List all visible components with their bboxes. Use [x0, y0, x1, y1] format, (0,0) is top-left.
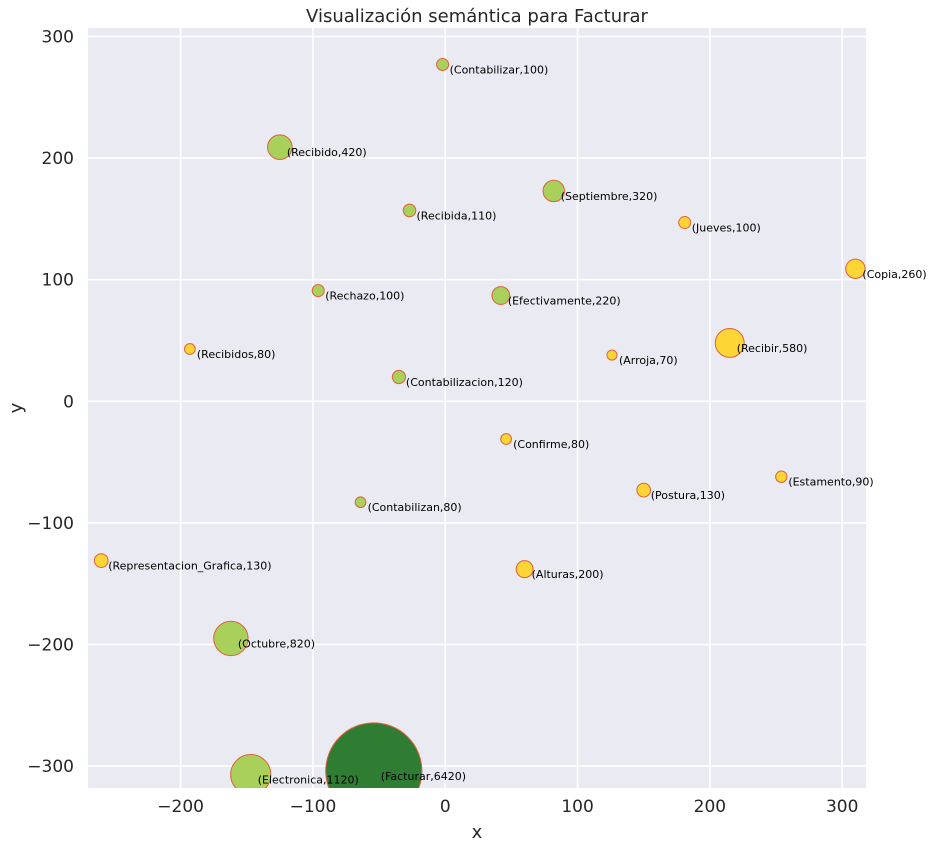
chart-title: Visualización semántica para Facturar: [306, 6, 649, 27]
data-point: [436, 57, 450, 71]
data-label: (Octubre,820): [238, 637, 315, 650]
data-point: [775, 470, 788, 483]
data-label: (Efectivamente,220): [508, 295, 621, 308]
y-tick-label: −200: [27, 636, 74, 656]
y-tick-label: 200: [42, 149, 74, 169]
y-tick-label: −100: [27, 514, 74, 534]
data-label: (Copia,260): [862, 268, 926, 281]
data-point: [213, 620, 249, 657]
data-point: [402, 203, 417, 218]
data-point: [354, 496, 367, 509]
x-tick-label: 300: [826, 797, 858, 817]
x-tick-label: 100: [561, 797, 593, 817]
data-label: (Recibir,580): [737, 342, 808, 355]
data-label: (Electronica,1120): [258, 774, 359, 787]
x-tick-label: 200: [694, 797, 726, 817]
data-point: [93, 553, 109, 568]
data-point: [267, 134, 293, 160]
data-label: (Facturar,6420): [381, 770, 466, 783]
y-tick-label: −300: [27, 757, 74, 777]
data-label: (Representacion_Grafica,130): [108, 560, 271, 573]
data-point: [230, 754, 272, 788]
data-point: [515, 560, 534, 579]
data-label: (Rechazo,100): [325, 290, 404, 303]
data-point: [542, 179, 565, 203]
y-axis-label: y: [6, 402, 27, 413]
data-point: [325, 722, 423, 788]
data-point: [500, 433, 512, 445]
data-label: (Alturas,200): [532, 568, 604, 581]
data-point: [311, 284, 325, 298]
data-point: [391, 369, 407, 385]
data-label: (Postura,130): [651, 489, 725, 502]
data-point: [606, 349, 618, 361]
data-point: [491, 286, 511, 305]
data-point: [845, 258, 866, 279]
grid-lines: [88, 28, 866, 788]
y-tick-label: 100: [42, 271, 74, 291]
data-label: (Arroja,70): [619, 354, 678, 367]
data-label: (Contabilizar,100): [450, 63, 549, 76]
data-label: (Jueves,100): [692, 222, 761, 235]
data-label: (Recibido,420): [287, 146, 367, 159]
data-point: [184, 343, 196, 355]
x-axis-label: x: [472, 822, 483, 843]
data-label: (Recibidos,80): [197, 348, 276, 361]
y-tick-label: 300: [42, 28, 74, 48]
plot-background: [88, 28, 866, 788]
points-layer: [93, 57, 866, 788]
y-tick-label: 0: [63, 392, 74, 412]
data-label: (Contabilizacion,120): [406, 376, 523, 389]
data-label: (Confirme,80): [513, 438, 589, 451]
data-point: [714, 327, 745, 358]
data-point: [678, 216, 692, 230]
point-labels: (Contabilizar,100) (Recibido,420) (Septiem…: [108, 63, 926, 786]
x-tick-label: 0: [440, 797, 451, 817]
data-label: (Recibida,110): [417, 209, 497, 222]
data-label: (Estamento,90): [788, 476, 873, 489]
x-tick-label: −100: [290, 797, 337, 817]
tick-labels: −200 −100 0 100 200 300 −300 −200 −100 0 100 200 300: [27, 28, 858, 817]
data-label: (Contabilizan,80): [368, 501, 462, 514]
data-point: [636, 482, 652, 498]
data-label: (Septiembre,320): [561, 190, 658, 203]
x-tick-label: −200: [157, 797, 204, 817]
